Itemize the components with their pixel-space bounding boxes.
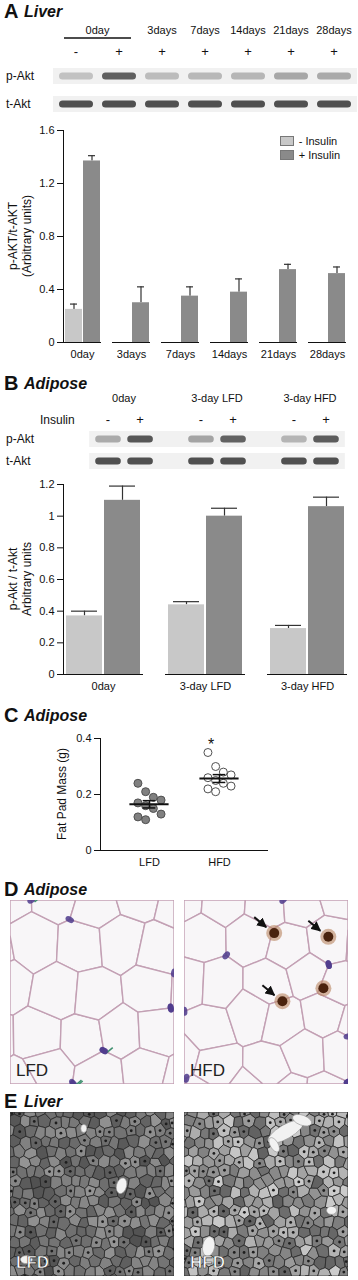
svg-text:p-Akt: p-Akt <box>6 432 35 446</box>
html-text:B Adipose: B Adipose <box>4 372 88 394</box>
svg-text:0.2: 0.2 <box>39 636 54 648</box>
svg-text:*: * <box>208 736 214 753</box>
svg-text:3-day LFD: 3-day LFD <box>191 392 242 404</box>
svg-text:0.4: 0.4 <box>39 605 54 617</box>
svg-text:+: + <box>201 44 209 59</box>
svg-text:0.4: 0.4 <box>39 283 54 295</box>
svg-text:LFD: LFD <box>16 1253 49 1272</box>
svg-text:t-Akt: t-Akt <box>6 97 31 111</box>
svg-text:t-Akt: t-Akt <box>6 454 31 468</box>
svg-text:HFD: HFD <box>190 1061 225 1080</box>
svg-text:HFD: HFD <box>190 1253 225 1272</box>
svg-text:3-day HFD: 3-day HFD <box>283 392 336 404</box>
svg-text:LFD: LFD <box>139 856 160 868</box>
svg-text:0.8: 0.8 <box>39 230 54 242</box>
svg-text:21days: 21days <box>261 348 297 360</box>
svg-text:1.6: 1.6 <box>39 124 54 136</box>
svg-text:1: 1 <box>48 510 54 522</box>
svg-text:7days: 7days <box>166 348 196 360</box>
svg-text:3days: 3days <box>147 24 177 36</box>
svg-text:7days: 7days <box>190 24 220 36</box>
svg-text:0day: 0day <box>92 680 116 692</box>
svg-text:+: + <box>229 412 237 427</box>
svg-text:+: + <box>322 412 330 427</box>
html-text:A Liver: A Liver <box>4 0 63 22</box>
svg-text:0.8: 0.8 <box>39 541 54 553</box>
html-text:C Adipose: C Adipose <box>4 704 88 726</box>
html-text:D Adipose: D Adipose <box>4 878 88 900</box>
svg-text:1.2: 1.2 <box>39 478 54 490</box>
svg-text:p-Akt: p-Akt <box>6 69 35 83</box>
html-text:p-AKT/t-AKT (Arbitrary units): p-AKT/t-AKT (Arbitrary units) <box>6 195 34 277</box>
svg-text:0: 0 <box>48 668 54 680</box>
html-text:+ Insulin: + Insulin <box>298 149 340 161</box>
svg-text:LFD: LFD <box>16 1061 48 1080</box>
svg-text:0: 0 <box>48 336 54 348</box>
svg-text:0.4: 0.4 <box>76 732 91 744</box>
svg-text:Insulin: Insulin <box>40 413 75 427</box>
svg-text:+: + <box>330 44 338 59</box>
svg-text:0day: 0day <box>86 24 110 36</box>
html-text:Fat Pad Mass (g): Fat Pad Mass (g) <box>55 748 69 840</box>
svg-text:0: 0 <box>85 844 91 856</box>
svg-text:+: + <box>158 44 166 59</box>
svg-text:0.2: 0.2 <box>76 788 91 800</box>
svg-text:+: + <box>115 44 123 59</box>
svg-text:-: - <box>199 412 203 427</box>
svg-text:28days: 28days <box>316 24 352 36</box>
svg-text:1.2: 1.2 <box>39 177 54 189</box>
html-text:- Insulin: - Insulin <box>298 135 338 147</box>
svg-text:0.6: 0.6 <box>39 573 54 585</box>
svg-text:14days: 14days <box>230 24 266 36</box>
svg-text:0day: 0day <box>112 392 136 404</box>
svg-text:+: + <box>136 412 144 427</box>
svg-text:+: + <box>287 44 295 59</box>
html-text:p-Akt / t-Akt Arbitrary units: p-Akt / t-Akt Arbitrary units <box>6 542 34 616</box>
svg-text:0day: 0day <box>71 348 95 360</box>
svg-text:-: - <box>106 412 110 427</box>
svg-text:-: - <box>74 44 78 59</box>
svg-text:28days: 28days <box>310 348 346 360</box>
svg-text:3-day LFD: 3-day LFD <box>180 680 231 692</box>
svg-text:14days: 14days <box>212 348 248 360</box>
svg-text:HFD: HFD <box>208 856 231 868</box>
svg-text:+: + <box>244 44 252 59</box>
svg-text:3days: 3days <box>117 348 147 360</box>
svg-text:21days: 21days <box>273 24 309 36</box>
svg-text:-: - <box>292 412 296 427</box>
svg-text:3-day HFD: 3-day HFD <box>281 680 334 692</box>
html-text:E Liver: E Liver <box>4 1090 63 1112</box>
